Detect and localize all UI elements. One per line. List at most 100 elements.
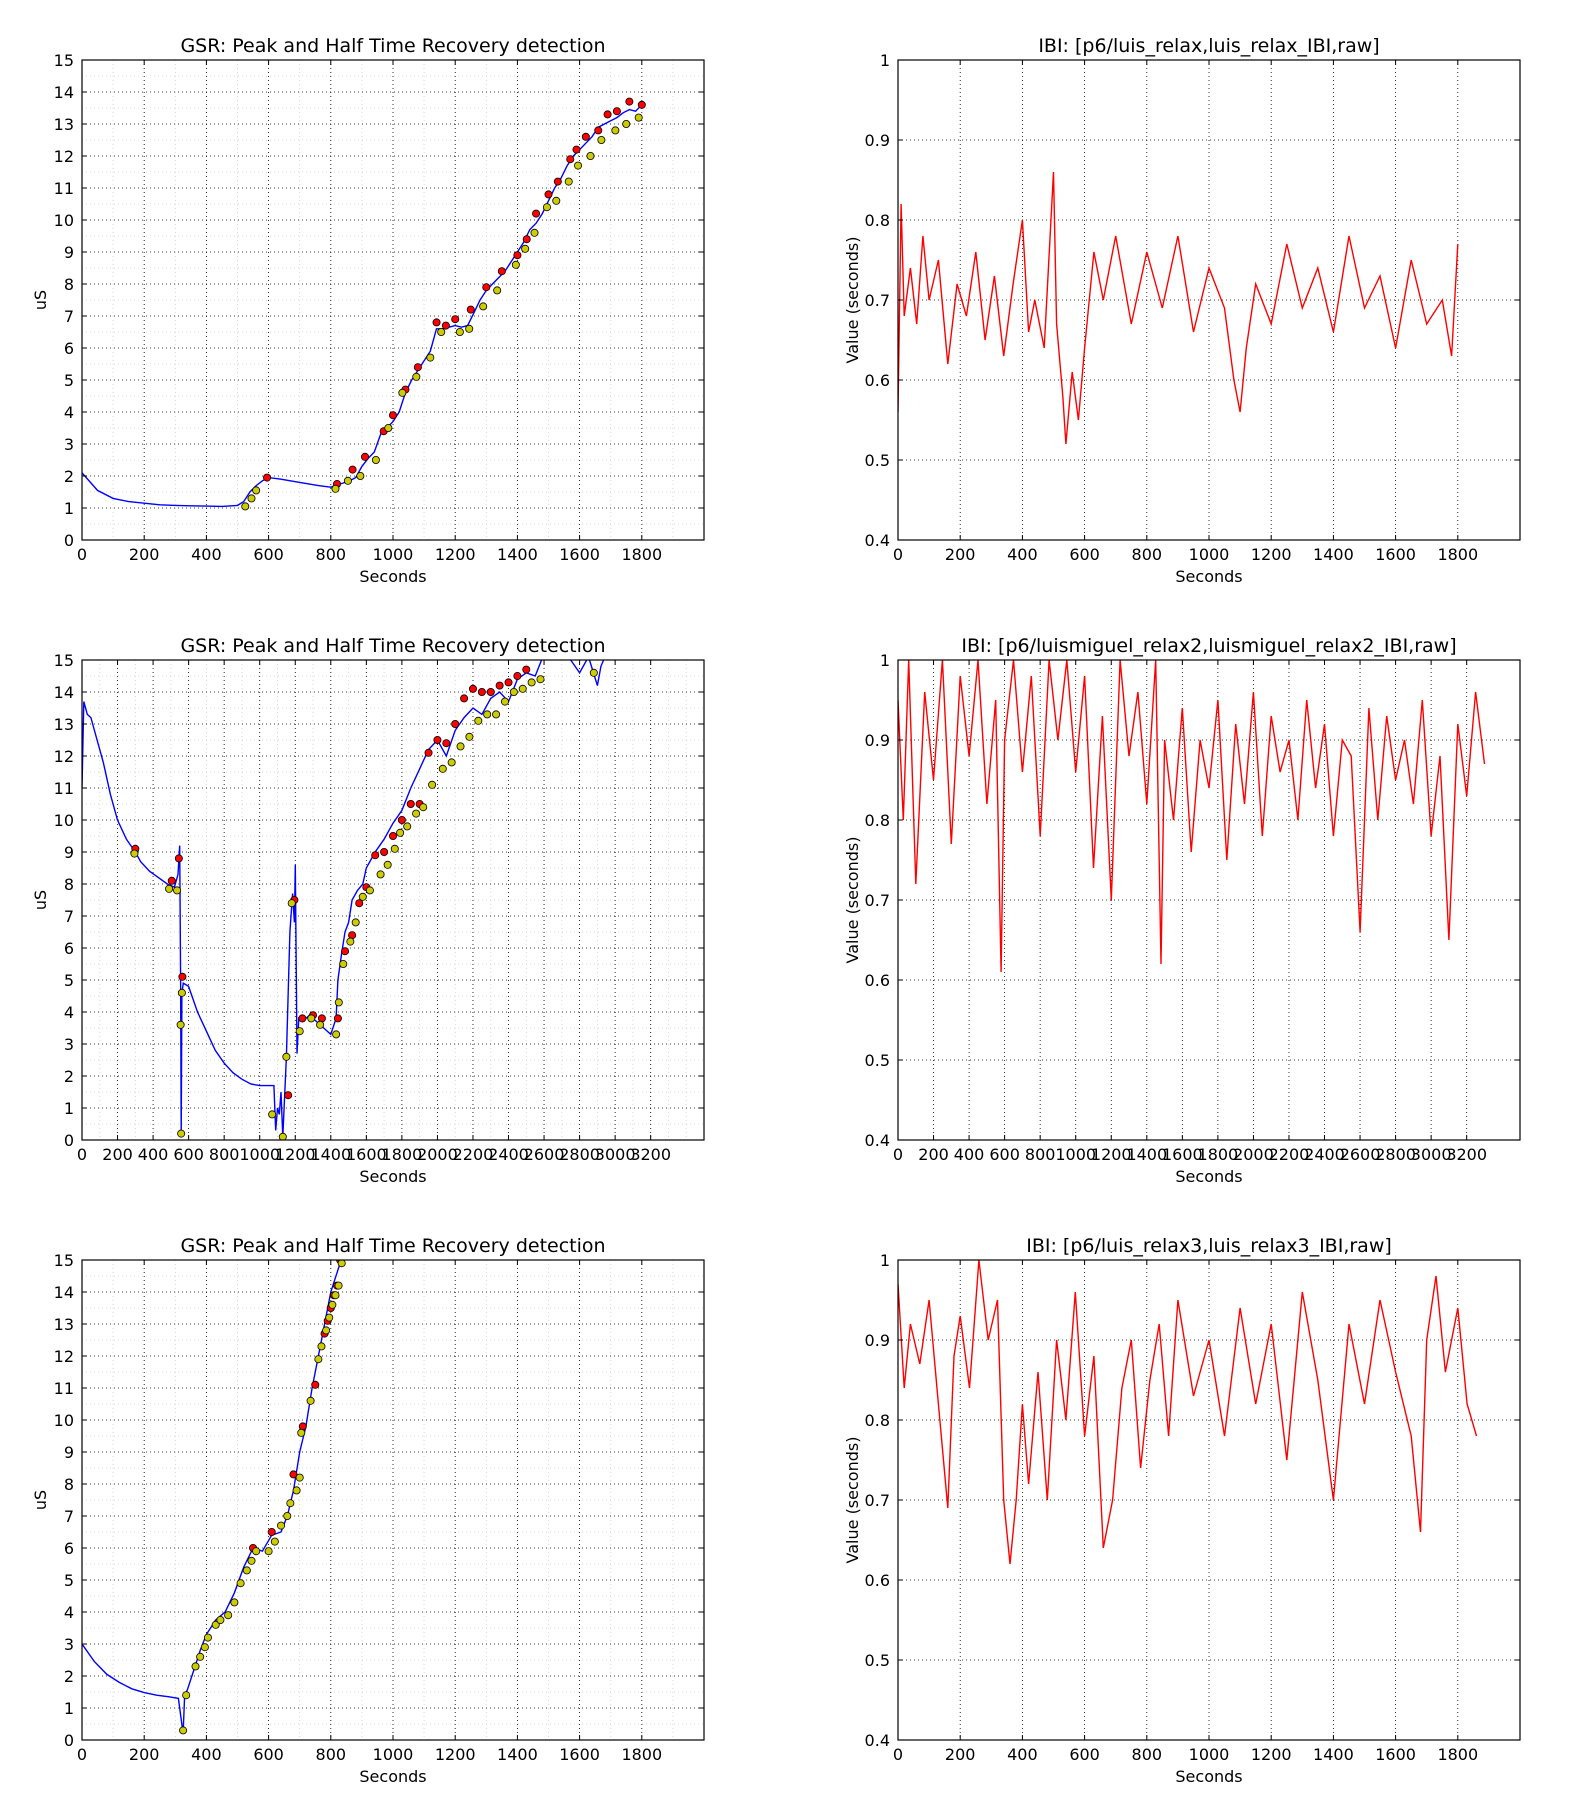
series-line xyxy=(82,660,605,1137)
y-tick-label: 0.9 xyxy=(865,1331,890,1350)
half-recovery-marker xyxy=(247,1556,256,1565)
half-recovery-marker xyxy=(287,899,296,908)
y-tick-label: 12 xyxy=(54,747,74,766)
y-tick-label: 1 xyxy=(64,1699,74,1718)
half-recovery-marker xyxy=(283,1512,292,1521)
x-tick-label: 2600 xyxy=(524,1145,565,1164)
half-recovery-marker xyxy=(589,668,598,677)
x-tick-label: 2600 xyxy=(1340,1145,1381,1164)
half-recovery-marker xyxy=(196,1652,205,1661)
x-tick-label: 0 xyxy=(893,1745,903,1764)
x-tick-label: 2200 xyxy=(453,1145,494,1164)
x-tick-label: 1600 xyxy=(559,1745,600,1764)
x-tick-label: 1400 xyxy=(497,1745,538,1764)
x-tick-label: 0 xyxy=(893,1145,903,1164)
y-tick-label: 6 xyxy=(64,339,74,358)
half-recovery-marker xyxy=(437,327,446,336)
series-line xyxy=(898,1260,1478,1565)
x-tick-label: 2000 xyxy=(1233,1145,1274,1164)
x-tick-label: 200 xyxy=(918,1145,949,1164)
half-recovery-marker xyxy=(252,486,261,495)
chart-panel-4: 0 200 400 600 800 100012001400160018002000220… xyxy=(843,635,1521,1186)
half-recovery-marker xyxy=(483,710,492,719)
half-recovery-marker xyxy=(332,1030,341,1039)
y-tick-label: 0.8 xyxy=(865,811,890,830)
x-tick-label: 400 xyxy=(138,1145,169,1164)
x-tick-label: 800 xyxy=(316,1745,347,1764)
y-tick-label: 0.8 xyxy=(865,1411,890,1430)
y-tick-label: 13 xyxy=(54,715,74,734)
x-tick-label: 1600 xyxy=(1162,1145,1203,1164)
y-tick-label: 7 xyxy=(64,1507,74,1526)
y-tick-label: 1 xyxy=(64,499,74,518)
half-recovery-marker xyxy=(346,937,355,946)
y-tick-label: 15 xyxy=(54,1251,74,1270)
x-tick-label: 3200 xyxy=(1446,1145,1487,1164)
x-tick-label: 800 xyxy=(316,545,347,564)
half-recovery-marker xyxy=(384,423,393,432)
chart-panel-5: 0 200 400 600 800 1000 1200 1400 1600 18000123456… xyxy=(31,1235,705,1786)
y-tick-label: 9 xyxy=(64,843,74,862)
chart-panel-2: 0 200 400 600 800 1000 1200 1400 1600 1800 0.4 0.5 0… xyxy=(843,35,1521,586)
peak-marker xyxy=(333,1014,342,1023)
x-tick-label: 2800 xyxy=(1375,1145,1416,1164)
half-recovery-marker xyxy=(396,828,405,837)
half-recovery-marker xyxy=(322,1326,331,1335)
peak-marker xyxy=(442,739,451,748)
x-tick-label: 600 xyxy=(173,1145,204,1164)
y-tick-label: 8 xyxy=(64,1475,74,1494)
half-recovery-marker xyxy=(527,678,536,687)
x-tick-label: 0 xyxy=(77,1745,87,1764)
x-tick-label: 1800 xyxy=(1198,1145,1239,1164)
x-tick-label: 2400 xyxy=(1304,1145,1345,1164)
peak-marker xyxy=(486,688,495,697)
y-tick-label: 6 xyxy=(64,1539,74,1558)
half-recovery-marker xyxy=(447,758,456,767)
half-recovery-marker xyxy=(317,1342,326,1351)
peak-marker xyxy=(522,665,531,674)
y-tick-label: 8 xyxy=(64,275,74,294)
peak-marker xyxy=(441,321,450,330)
half-recovery-marker xyxy=(211,1620,220,1629)
half-recovery-marker xyxy=(542,203,551,212)
peak-marker xyxy=(637,100,646,109)
half-recovery-marker xyxy=(622,120,631,129)
x-tick-label: 1600 xyxy=(1375,545,1416,564)
peak-marker xyxy=(504,678,513,687)
x-tick-label: 3000 xyxy=(595,1145,636,1164)
y-tick-label: 14 xyxy=(54,83,74,102)
peak-marker xyxy=(432,318,441,327)
peak-marker xyxy=(566,155,575,164)
y-tick-label: 0.6 xyxy=(865,371,890,390)
peak-marker xyxy=(298,1014,307,1023)
x-tick-label: 1800 xyxy=(621,1745,662,1764)
x-tick-label: 800 xyxy=(1132,545,1163,564)
plot-frame xyxy=(81,659,705,1141)
chart-title: GSR: Peak and Half Time Recovery detecti… xyxy=(180,1235,605,1257)
y-tick-label: 0.4 xyxy=(865,1131,890,1150)
x-tick-label: 600 xyxy=(1069,1745,1100,1764)
half-recovery-marker xyxy=(176,1020,185,1029)
x-tick-label: 1400 xyxy=(1126,1145,1167,1164)
x-tick-label: 1200 xyxy=(1251,545,1292,564)
chart-panel-1: 0 200 400 600 800 1000 1200 1400 1600 18000123456… xyxy=(31,35,705,586)
y-tick-label: 10 xyxy=(54,1411,74,1430)
x-tick-label: 1200 xyxy=(435,545,476,564)
half-recovery-marker xyxy=(403,822,412,831)
half-recovery-marker xyxy=(331,484,340,493)
x-tick-label: 400 xyxy=(1007,545,1038,564)
half-recovery-marker xyxy=(419,803,428,812)
x-tick-label: 600 xyxy=(989,1145,1020,1164)
peak-marker xyxy=(513,672,522,681)
half-recovery-marker xyxy=(334,1281,343,1290)
y-axis-label: Value (seconds) xyxy=(843,837,862,964)
y-tick-label: 12 xyxy=(54,147,74,166)
y-tick-label: 0.5 xyxy=(865,451,890,470)
y-tick-label: 0.7 xyxy=(865,1491,890,1510)
y-tick-label: 11 xyxy=(54,179,74,198)
x-tick-label: 2800 xyxy=(559,1145,600,1164)
x-tick-label: 1200 xyxy=(435,1745,476,1764)
y-tick-label: 9 xyxy=(64,1443,74,1462)
x-tick-label: 0 xyxy=(77,1145,87,1164)
